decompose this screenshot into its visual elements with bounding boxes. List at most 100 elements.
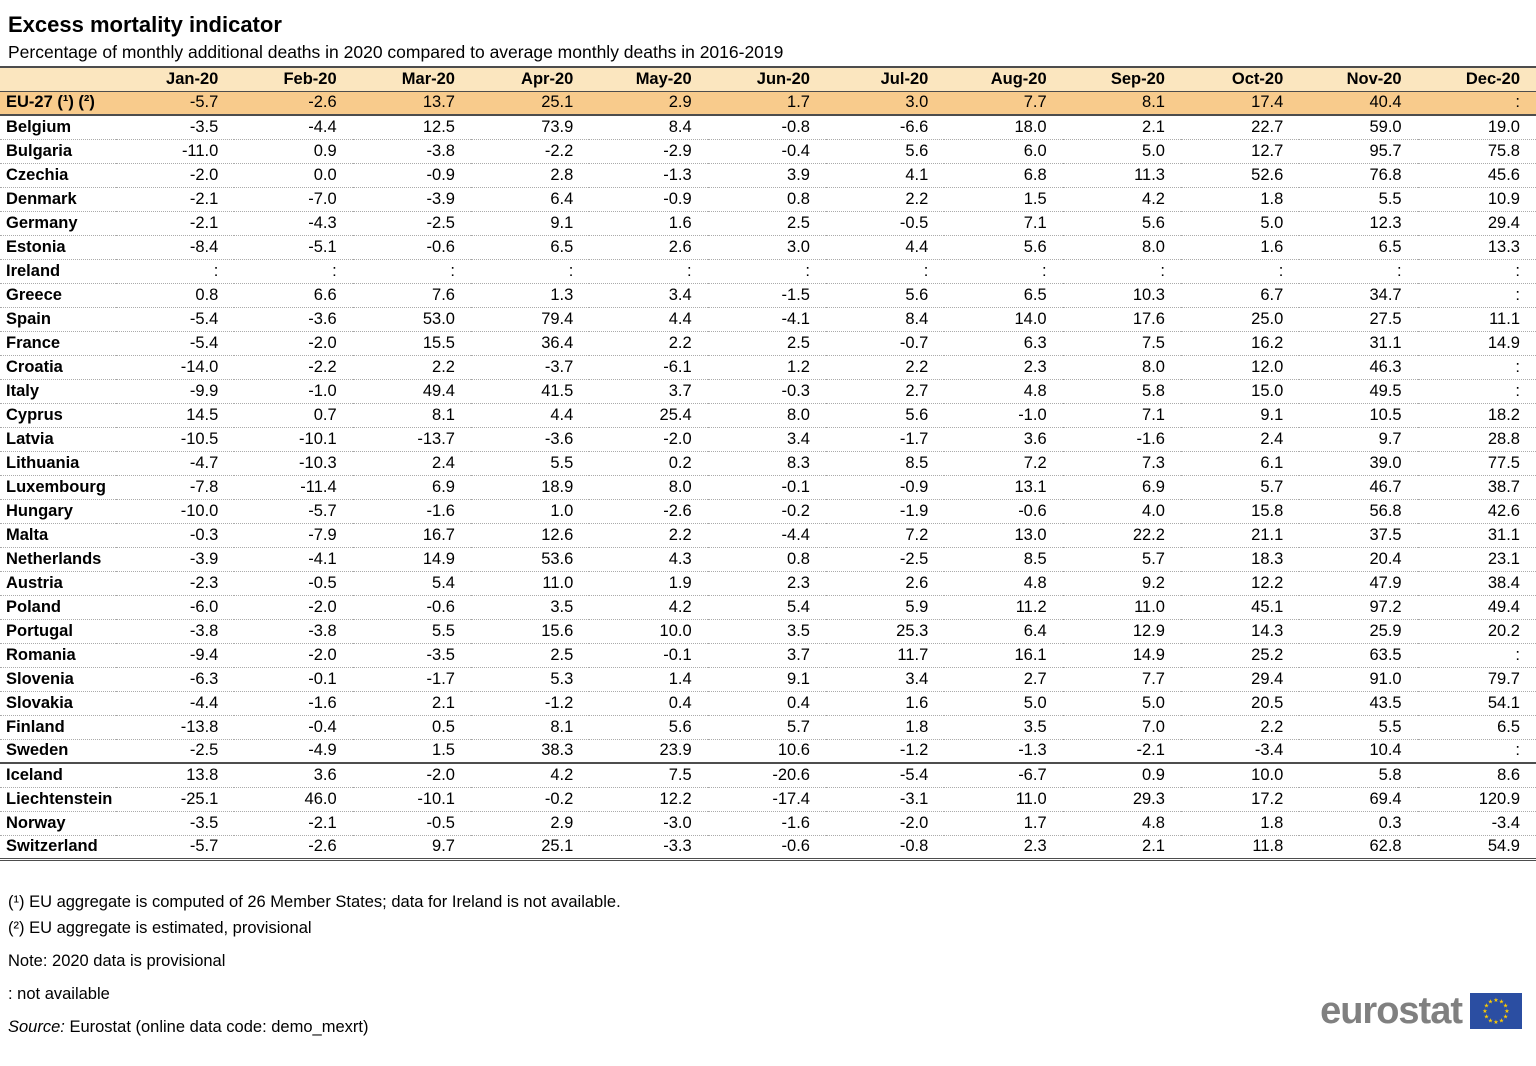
value-cell: -3.9 bbox=[426, 189, 455, 208]
row-label: Cyprus bbox=[6, 405, 63, 424]
row-label: Germany bbox=[6, 213, 78, 232]
value-cell: 23.9 bbox=[659, 741, 692, 760]
value-cell: 1.3 bbox=[550, 285, 574, 304]
page-title: Excess mortality indicator bbox=[8, 12, 282, 37]
table-row: Norway -3.5 -2.1 -0.5 2.9 -3.0 -1.6 -2.0 1.7 4.8 1… bbox=[0, 811, 1536, 835]
row-label: Italy bbox=[6, 381, 40, 400]
value-cell: 11.7 bbox=[897, 645, 929, 664]
value-cell: 1.6 bbox=[1260, 237, 1284, 256]
value-cell: 14.9 bbox=[1132, 645, 1165, 664]
value-cell: : bbox=[1042, 261, 1047, 280]
value-cell: 15.0 bbox=[1251, 381, 1284, 400]
value-cell: 0.4 bbox=[668, 693, 692, 712]
value-cell: 2.2 bbox=[905, 357, 929, 376]
value-cell: 5.3 bbox=[550, 669, 574, 688]
value-cell: -3.1 bbox=[899, 789, 929, 808]
value-cell: -3.9 bbox=[189, 549, 219, 568]
value-cell: 2.5 bbox=[787, 333, 810, 352]
value-cell: : bbox=[923, 261, 929, 280]
value-cell: 17.2 bbox=[1251, 789, 1284, 808]
value-cell: 7.2 bbox=[905, 525, 929, 544]
value-cell: 5.7 bbox=[787, 717, 810, 736]
value-cell: 52.6 bbox=[1251, 165, 1284, 184]
value-cell: -0.5 bbox=[899, 213, 929, 232]
value-cell: 45.1 bbox=[1251, 597, 1284, 616]
value-cell: 7.3 bbox=[1142, 453, 1165, 472]
value-cell: -0.1 bbox=[781, 477, 810, 496]
value-cell: : bbox=[1515, 285, 1520, 304]
table-header: Jan-20 Feb-20 Mar-20 Apr-20 May-20 Jun-20 Jul-… bbox=[0, 67, 1536, 92]
value-cell: 10.4 bbox=[1369, 741, 1402, 760]
value-cell: -1.0 bbox=[308, 381, 337, 400]
value-cell: -10.5 bbox=[180, 429, 219, 448]
value-cell: 3.5 bbox=[550, 597, 574, 616]
table-row: Iceland 13.8 3.6 -2.0 4.2 7.5 -20.6 -5.4 -6.7 0.9… bbox=[0, 763, 1536, 787]
value-cell: -0.6 bbox=[426, 237, 455, 256]
value-cell: 3.7 bbox=[668, 381, 692, 400]
value-cell: 2.4 bbox=[432, 453, 455, 472]
value-cell: 53.0 bbox=[422, 309, 455, 328]
value-cell: -8.4 bbox=[189, 237, 219, 256]
value-cell: : bbox=[1278, 261, 1284, 280]
flag-star: ★ bbox=[1504, 1008, 1509, 1015]
value-cell: -2.3 bbox=[189, 573, 219, 592]
value-cell: 5.8 bbox=[1378, 765, 1402, 784]
value-cell: -3.5 bbox=[426, 645, 455, 664]
flag-star: ★ bbox=[1499, 999, 1504, 1006]
page: Excess mortality indicator Percentage of… bbox=[0, 12, 1536, 1037]
value-cell: -10.3 bbox=[299, 453, 337, 472]
value-cell: 1.0 bbox=[550, 501, 574, 520]
value-cell: 5.6 bbox=[905, 285, 929, 304]
value-cell: -5.4 bbox=[189, 309, 219, 328]
source-line: Source: Eurostat (online data code: demo… bbox=[8, 1018, 1536, 1038]
table-row: Bulgaria -11.0 0.9 -3.8 -2.2 -2.9 -0.4 5.6 6.0 5.… bbox=[0, 139, 1536, 163]
value-cell: 6.8 bbox=[1023, 165, 1047, 184]
value-cell: 29.3 bbox=[1132, 789, 1165, 808]
value-cell: -0.5 bbox=[308, 573, 337, 592]
value-cell: -2.1 bbox=[1136, 741, 1165, 760]
value-cell: 5.6 bbox=[905, 405, 929, 424]
value-cell: 54.1 bbox=[1487, 693, 1520, 712]
value-cell: 21.1 bbox=[1251, 525, 1284, 544]
footnote-2: (²) EU aggregate is estimated, provision… bbox=[8, 919, 312, 938]
value-cell: -2.5 bbox=[426, 213, 455, 232]
value-cell: 46.0 bbox=[304, 789, 337, 808]
row-label: Ireland bbox=[6, 261, 61, 280]
column-header: Oct-20 bbox=[1180, 67, 1300, 92]
table-row: Sweden -2.5 -4.9 1.5 38.3 23.9 10.6 -1.2 -1.3 -2.… bbox=[0, 739, 1536, 763]
row-label: Netherlands bbox=[6, 549, 102, 568]
excess-mortality-table: Jan-20 Feb-20 Mar-20 Apr-20 May-20 Jun-20 Jul-… bbox=[0, 66, 1536, 861]
value-cell: 3.0 bbox=[787, 237, 810, 256]
value-cell: -10.1 bbox=[417, 789, 455, 808]
value-cell: 6.5 bbox=[550, 237, 574, 256]
value-cell: 0.8 bbox=[787, 549, 810, 568]
value-cell: 3.4 bbox=[787, 429, 810, 448]
value-cell: -2.0 bbox=[308, 333, 337, 352]
value-cell: -0.6 bbox=[781, 837, 810, 855]
value-cell: 5.5 bbox=[1378, 717, 1402, 736]
row-label: Spain bbox=[6, 309, 51, 328]
value-cell: 97.2 bbox=[1369, 597, 1402, 616]
table-row: Slovenia -6.3 -0.1 -1.7 5.3 1.4 9.1 3.4 2.7 7.7 29… bbox=[0, 667, 1536, 691]
eurostat-logo: eurostat ★ ★ ★ ★ ★ ★ ★ ★ ★ ★ ★ ★ bbox=[1320, 992, 1522, 1030]
value-cell: 2.5 bbox=[550, 645, 574, 664]
value-cell: -14.0 bbox=[180, 357, 219, 376]
value-cell: 2.1 bbox=[432, 693, 455, 712]
value-cell: -0.2 bbox=[544, 789, 574, 808]
value-cell: : bbox=[1515, 261, 1520, 280]
value-cell: 3.4 bbox=[905, 669, 929, 688]
value-cell: 38.3 bbox=[541, 741, 574, 760]
value-cell: -0.9 bbox=[426, 165, 455, 184]
value-cell: 13.1 bbox=[1014, 477, 1047, 496]
flag-star: ★ bbox=[1482, 1008, 1487, 1015]
flag-star: ★ bbox=[1484, 1003, 1489, 1010]
value-cell: 91.0 bbox=[1369, 669, 1402, 688]
value-cell: 3.6 bbox=[1023, 429, 1047, 448]
value-cell: 5.6 bbox=[1023, 237, 1047, 256]
value-cell: 2.2 bbox=[432, 357, 455, 376]
value-cell: 25.2 bbox=[1251, 645, 1284, 664]
row-label: Belgium bbox=[6, 117, 72, 136]
value-cell: 1.5 bbox=[1023, 189, 1047, 208]
value-cell: 11.1 bbox=[1489, 309, 1520, 328]
value-cell: 17.4 bbox=[1251, 93, 1284, 112]
